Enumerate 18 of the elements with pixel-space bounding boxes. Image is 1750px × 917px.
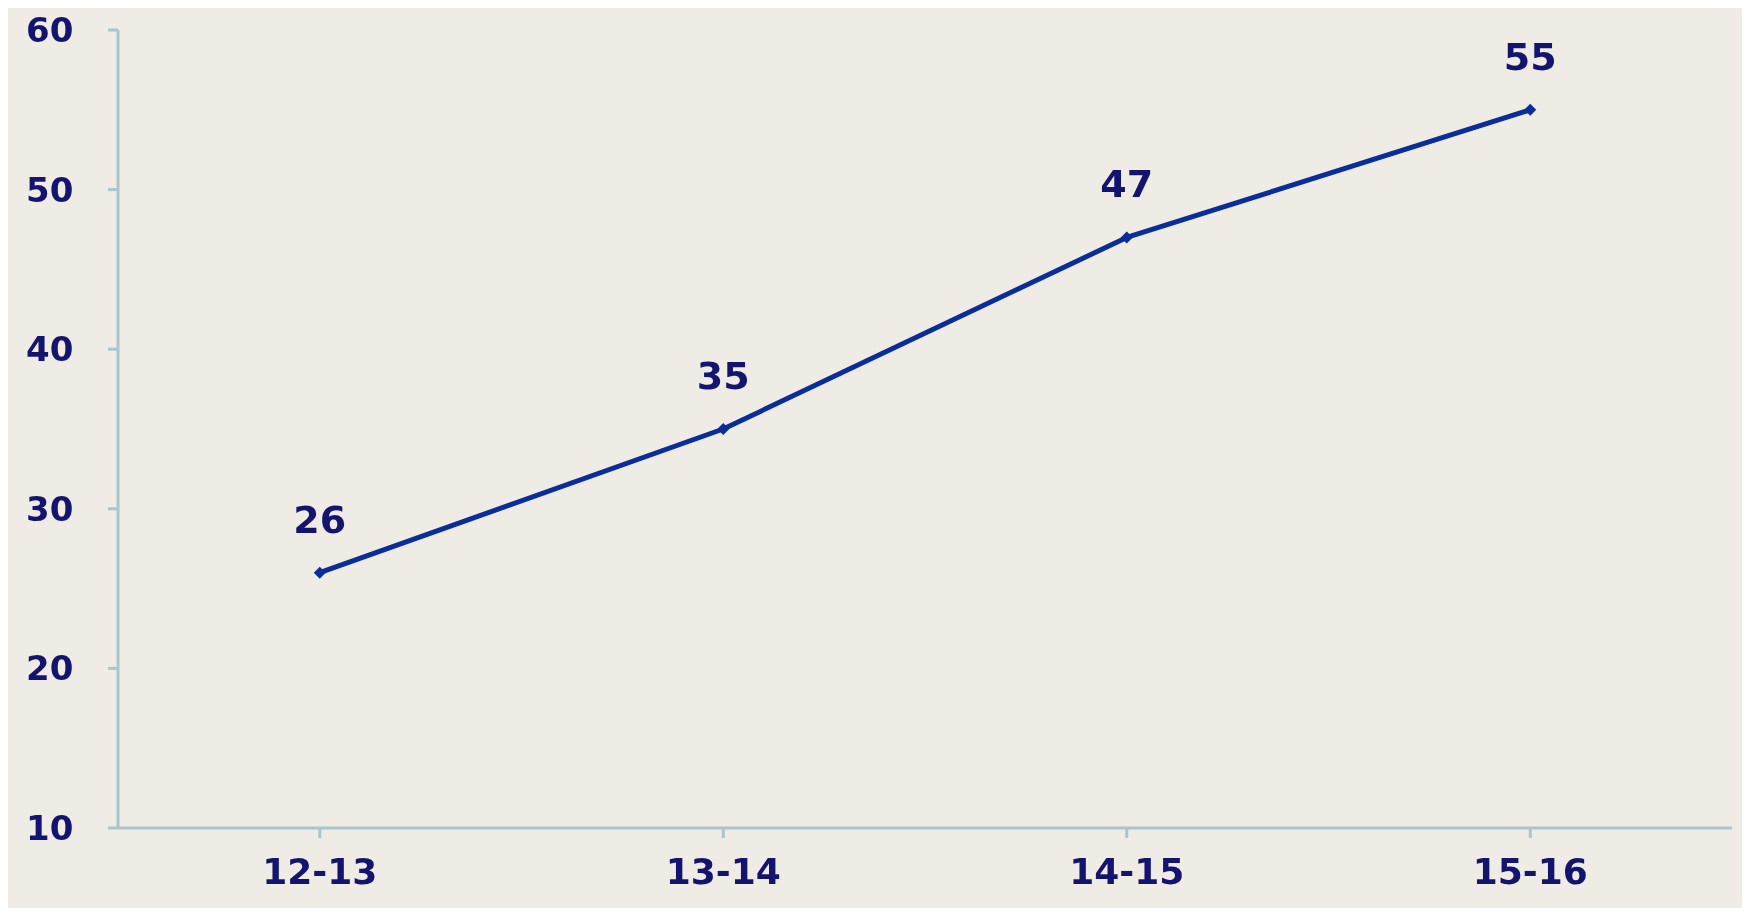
- point: [313, 566, 326, 579]
- data-label: 55: [1503, 34, 1557, 79]
- y-tick-label: 10: [26, 808, 74, 849]
- x-tick-label: 12-13: [262, 850, 378, 892]
- data-label: 26: [293, 497, 347, 542]
- point: [1120, 231, 1133, 244]
- point: [1524, 103, 1537, 116]
- y-tick-label: 60: [26, 10, 74, 51]
- data-label: 47: [1100, 162, 1154, 207]
- x-tick-label: 14-15: [1069, 850, 1185, 892]
- point: [717, 423, 730, 435]
- y-tick-label: 40: [26, 329, 74, 370]
- data-label: 35: [696, 354, 750, 398]
- y-tick-label: 50: [26, 169, 74, 210]
- y-tick-label: 20: [26, 648, 74, 689]
- x-tick-label: 15-16: [1472, 850, 1588, 892]
- y-tick-label: 30: [26, 488, 74, 529]
- x-tick-label: 13-14: [665, 850, 781, 892]
